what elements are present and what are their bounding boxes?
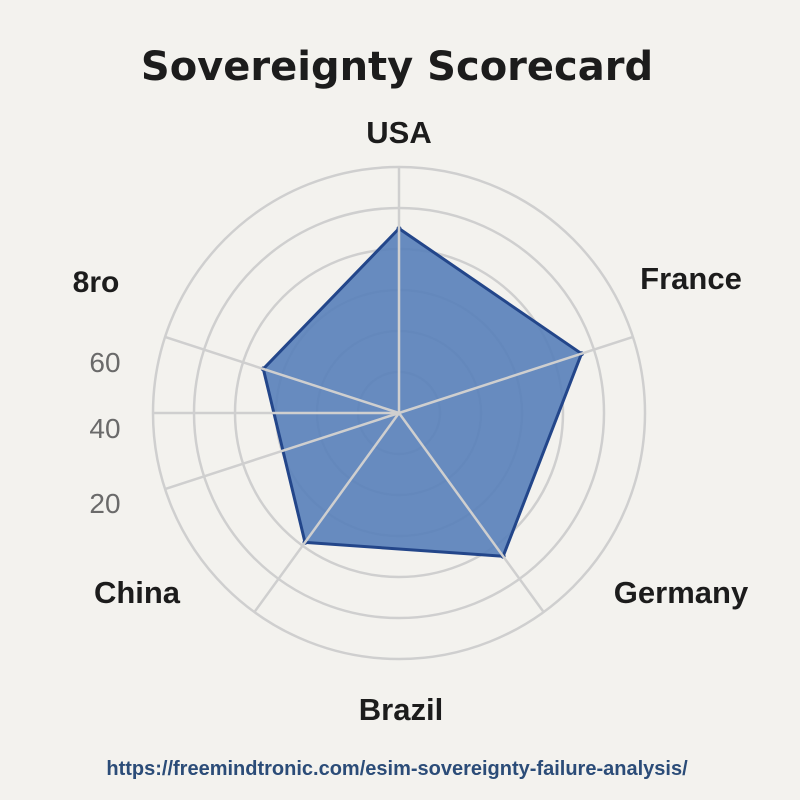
grid-spoke bbox=[398, 335, 634, 415]
grid-spoke bbox=[253, 412, 401, 613]
tick-label-20: 20 bbox=[89, 488, 120, 519]
tick-label-40: 40 bbox=[89, 413, 120, 444]
source-url: https://freemindtronic.com/esim-sovereig… bbox=[106, 758, 688, 780]
grid-spoke bbox=[164, 411, 400, 491]
axis-label-france: France bbox=[640, 261, 742, 296]
tick-label-60: 60 bbox=[89, 347, 120, 378]
chart-title: Sovereignty Scorecard bbox=[141, 44, 653, 90]
axis-label-germany: Germany bbox=[614, 575, 749, 610]
radar-spokes bbox=[153, 167, 634, 613]
grid-spoke bbox=[397, 412, 545, 613]
grid-spoke bbox=[164, 335, 400, 415]
axis-label-china: China bbox=[94, 575, 181, 610]
axis-label-usa: USA bbox=[366, 115, 431, 150]
tick-label-80: 8ro bbox=[73, 266, 120, 299]
axis-label-brazil: Brazil bbox=[359, 692, 443, 727]
series-polygon bbox=[261, 227, 583, 558]
